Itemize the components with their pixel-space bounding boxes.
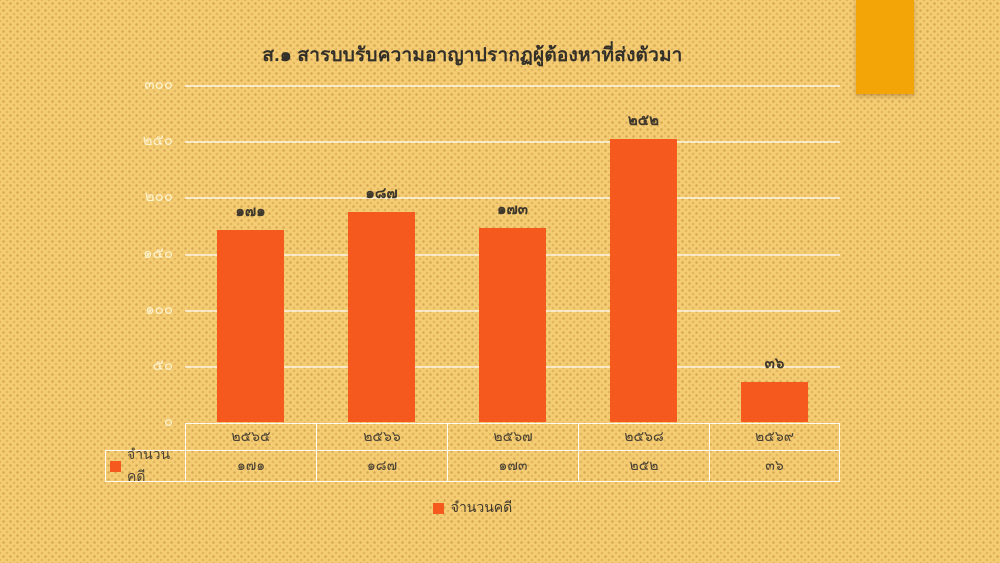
table-value-cell: ๑๘๗ xyxy=(316,450,447,482)
table-value-cell: ๒๕๒ xyxy=(578,450,709,482)
chart-legend: จำนวนคดี xyxy=(105,497,840,519)
bar-category-slot: ๑๗๓ xyxy=(447,85,578,422)
y-axis-tick-label: ๑๐๐ xyxy=(145,300,173,318)
bar-value-label: ๓๖ xyxy=(764,354,785,372)
bar-value-label: ๒๕๒ xyxy=(627,111,660,129)
bar-chart-plot-area: ๑๗๑ ๑๘๗๑๗๓ ๒๕๒๓๖ xyxy=(185,85,840,422)
bar-2565 xyxy=(217,229,284,422)
bar-value-label: ๑๗๑ xyxy=(235,202,266,220)
y-axis-tick-label: ๐ xyxy=(163,413,173,430)
table-row-label: จำนวนคดี xyxy=(127,446,171,484)
bar-category-slot: ๓๖ xyxy=(709,85,840,422)
table-row: ๒๕๖๕ ๒๕๖๖ ๒๕๖๗ ๒๕๖๘ ๒๕๖๙ xyxy=(105,423,840,450)
bar-value-label: ๑๗๓ xyxy=(496,200,529,218)
bar-category-slot: ๑๗๑ xyxy=(185,85,316,422)
table-header-cell: ๒๕๖๗ xyxy=(447,423,578,450)
bar-2567 xyxy=(479,227,546,422)
table-value-cell: ๑๗๓ xyxy=(447,450,578,482)
y-axis-tick-label: ๑๕๐ xyxy=(142,244,173,262)
legend-swatch-icon xyxy=(110,460,121,472)
y-axis-tick-label: ๒๐๐ xyxy=(144,188,173,206)
table-header-cell: ๒๕๖๖ xyxy=(316,423,447,450)
y-axis-tick-label: ๕๐ xyxy=(152,356,173,374)
bar-value-label: ๑๘๗ xyxy=(365,184,398,202)
gridline xyxy=(185,197,840,200)
legend-series-label: จำนวนคดี xyxy=(450,499,513,515)
bar-2568 xyxy=(610,138,677,422)
table-row: จำนวนคดี ๑๗๑ ๑๘๗ ๑๗๓ ๒๕๒ ๓๖ xyxy=(105,446,840,484)
y-axis-tick-label: ๓๐๐ xyxy=(144,76,173,93)
legend-swatch-icon xyxy=(432,502,444,514)
table-header-cell: ๒๕๖๙ xyxy=(709,423,840,450)
table-header-cell: ๒๕๖๘ xyxy=(578,423,709,450)
gridline xyxy=(185,85,840,87)
table-value-cell: ๑๗๑ xyxy=(185,450,316,482)
table-row-label-cell: จำนวนคดี xyxy=(105,446,185,484)
bar-category-slot: ๑๘๗ xyxy=(316,85,447,422)
table-value-cell: ๓๖ xyxy=(709,450,840,482)
chart-title: ส.๑ สารบบรับความอาญาปรากฏผู้ต้องหาที่ส่ง… xyxy=(262,45,683,66)
y-axis-tick-label: ๒๕๐ xyxy=(142,132,173,150)
corner-accent-rectangle xyxy=(856,0,914,94)
gridline xyxy=(185,141,840,144)
bar-2569 xyxy=(741,381,808,422)
bar-2566 xyxy=(348,211,415,422)
table-header-cell: ๒๕๖๕ xyxy=(185,423,316,450)
bar-category-slot: ๒๕๒ xyxy=(578,85,709,422)
